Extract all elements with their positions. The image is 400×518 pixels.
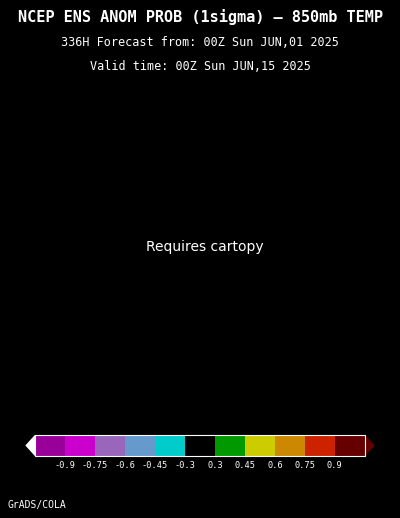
Text: -0.3: -0.3 — [174, 461, 196, 470]
Polygon shape — [215, 435, 245, 456]
Polygon shape — [155, 435, 185, 456]
Polygon shape — [25, 435, 35, 456]
Text: -0.9: -0.9 — [55, 461, 76, 470]
Text: 336H Forecast from: 00Z Sun JUN,01 2025: 336H Forecast from: 00Z Sun JUN,01 2025 — [61, 36, 339, 49]
Text: -0.45: -0.45 — [142, 461, 168, 470]
Text: Requires cartopy: Requires cartopy — [146, 240, 264, 254]
Polygon shape — [35, 435, 65, 456]
Text: NCEP ENS ANOM PROB (1sigma) – 850mb TEMP: NCEP ENS ANOM PROB (1sigma) – 850mb TEMP — [18, 8, 382, 24]
Polygon shape — [275, 435, 305, 456]
Polygon shape — [335, 435, 365, 456]
Text: 0.45: 0.45 — [234, 461, 256, 470]
Text: 0.9: 0.9 — [327, 461, 343, 470]
Text: 0.3: 0.3 — [207, 461, 223, 470]
Polygon shape — [305, 435, 335, 456]
Text: -0.75: -0.75 — [82, 461, 108, 470]
Text: Valid time: 00Z Sun JUN,15 2025: Valid time: 00Z Sun JUN,15 2025 — [90, 60, 310, 73]
Text: 0.75: 0.75 — [294, 461, 315, 470]
Polygon shape — [65, 435, 95, 456]
Polygon shape — [245, 435, 275, 456]
Text: 0.6: 0.6 — [267, 461, 283, 470]
Polygon shape — [365, 435, 375, 456]
Text: GrADS/COLA: GrADS/COLA — [8, 500, 67, 510]
Polygon shape — [95, 435, 125, 456]
Text: -0.6: -0.6 — [114, 461, 136, 470]
Polygon shape — [125, 435, 155, 456]
Polygon shape — [185, 435, 215, 456]
